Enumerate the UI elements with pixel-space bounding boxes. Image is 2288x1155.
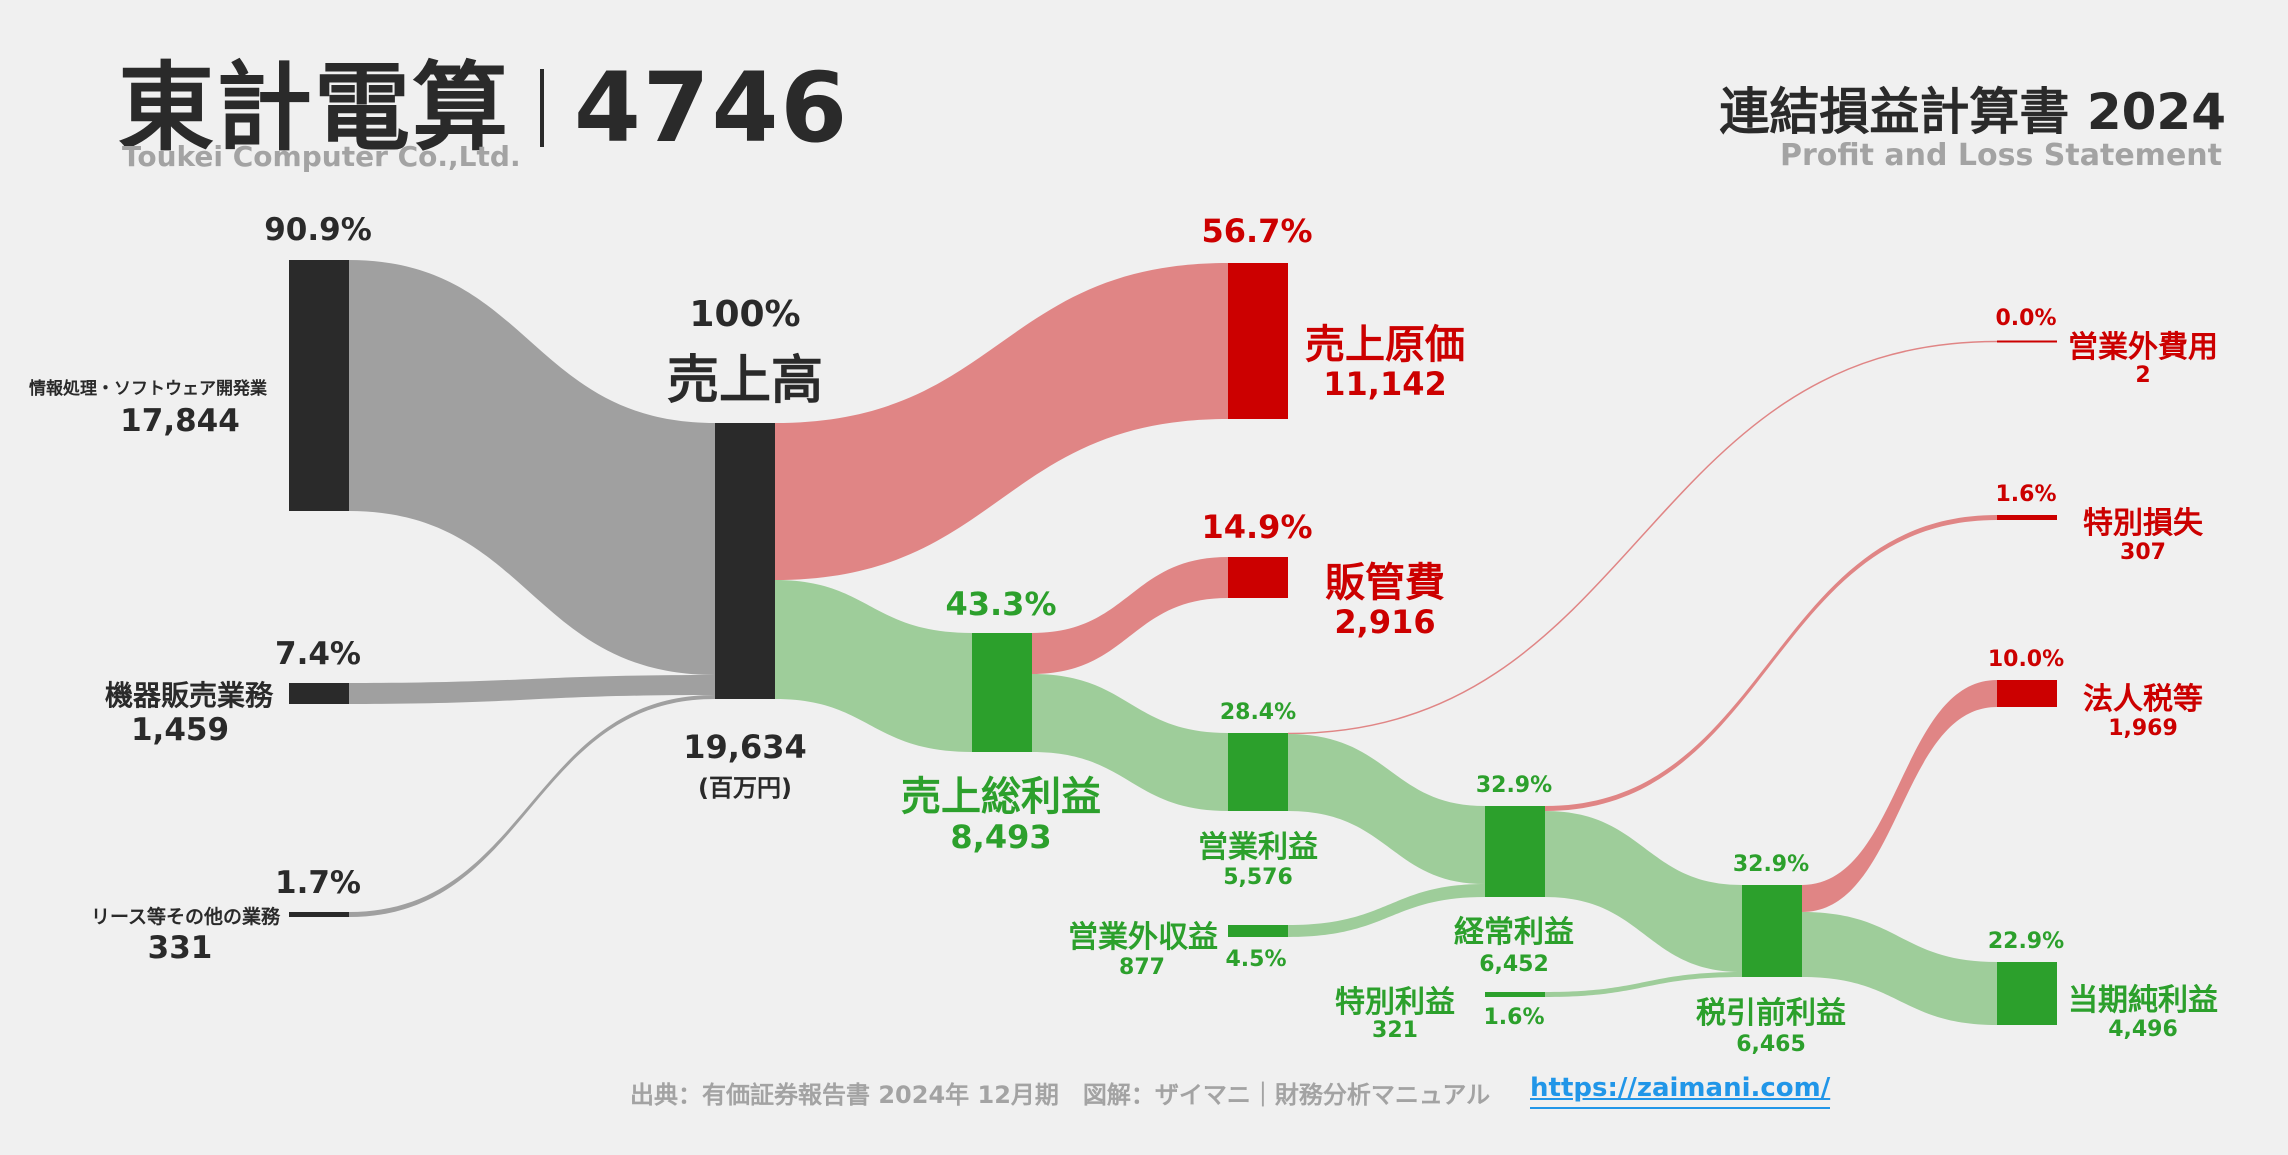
special-income-label: 特別利益 [1335,985,1455,1020]
income-tax-pct: 10.0% [1987,647,2065,672]
non-op-expense-pct: 0.0% [1995,306,2057,331]
income-tax-label: 法人税等 [2083,682,2203,717]
ordinary-income-pct: 32.9% [1475,773,1553,798]
net-income-value: 4,496 [2108,1017,2178,1042]
source-link[interactable]: https://zaimani.com/ [1530,1073,1831,1109]
seg3-label: リース等その他の業務 [90,906,280,928]
node-non-op-expense [1997,340,2057,343]
ticker-code: 4746 [574,52,850,164]
sga-label: 販管費 [1325,560,1445,606]
operating-income-label: 営業利益 [1198,830,1318,865]
sga-pct: 14.9% [1201,508,1313,546]
statement-subtitle: Profit and Loss Statement [1779,138,2222,173]
node-income-tax [1997,680,2057,707]
cogs-value: 11,142 [1323,365,1447,403]
gross-profit-value: 8,493 [950,818,1052,856]
node-net-income [1997,962,2057,1025]
non-op-expense-value: 2 [2135,363,2151,388]
cogs-pct: 56.7% [1201,212,1313,250]
revenue-unit: (百万円) [698,774,792,802]
pretax-income-pct: 32.9% [1732,852,1810,877]
flow-ordinary-specialloss [1545,515,1997,811]
special-loss-value: 307 [2120,540,2166,565]
node-seg3 [289,912,349,917]
non-op-income-pct: 4.5% [1225,947,1287,972]
flow-grossprofit-opincome [1032,674,1228,811]
seg3-value: 331 [147,930,213,966]
ordinary-income-value: 6,452 [1479,952,1549,977]
flow-nonopincome-ordinary [1288,884,1485,937]
node-special-loss [1997,515,2057,520]
flow-revenue-grossprofit [775,580,972,752]
statement-title: 連結損益計算書 2024 [1719,83,2226,141]
special-loss-pct: 1.6% [1995,482,2057,507]
net-income-pct: 22.9% [1987,929,2065,954]
seg2-label: 機器販売業務 [104,679,273,712]
node-operating-income [1228,733,1288,811]
source-credit: 出典：有価証券報告書 2024年 12月期 図解：ザイマニ｜財務分析マニュアル [630,1081,1491,1109]
pretax-income-label: 税引前利益 [1696,996,1846,1031]
revenue-value: 19,634 [683,728,807,766]
non-op-income-label: 営業外収益 [1068,920,1218,955]
flow-grossprofit-sga [1032,557,1228,674]
node-revenue [715,423,775,699]
flow-opincome-nonopexpense [1287,340,1998,735]
seg2-pct: 7.4% [275,636,361,672]
seg1-label: 情報処理・ソフトウェア開発業 [29,379,267,399]
seg1-pct: 90.9% [264,212,372,248]
node-seg2 [289,683,349,704]
title-divider [540,69,544,147]
gross-profit-pct: 43.3% [945,585,1057,623]
flow-seg2-revenue [349,675,715,704]
ordinary-income-label: 経常利益 [1454,915,1574,950]
node-non-op-income [1228,925,1288,937]
company-name-en: Toukei Computer Co.,Ltd. [122,140,521,173]
node-gross-profit [972,633,1032,752]
flow-specialincome-pretax [1545,972,1742,997]
special-income-pct: 1.6% [1483,1005,1545,1030]
node-seg1 [289,260,349,511]
node-ordinary-income [1485,806,1545,897]
operating-income-value: 5,576 [1223,865,1293,890]
income-tax-value: 1,969 [2108,716,2178,741]
special-income-value: 321 [1372,1018,1418,1043]
special-loss-label: 特別損失 [2083,506,2203,541]
cogs-label: 売上原価 [1305,322,1465,368]
non-op-income-value: 877 [1119,955,1165,980]
node-special-income [1485,992,1545,997]
revenue-pct: 100% [689,294,801,335]
sga-value: 2,916 [1334,603,1436,641]
revenue-label: 売上高 [666,351,824,411]
flow-pretax-tax [1802,680,1997,912]
flow-seg3-revenue [349,695,715,917]
non-op-expense-label: 営業外費用 [2068,330,2218,365]
seg1-value: 17,844 [120,403,240,439]
node-pretax-income [1742,885,1802,977]
seg3-pct: 1.7% [275,865,361,901]
pretax-income-value: 6,465 [1736,1032,1806,1057]
flow-pretax-netincome [1802,912,1997,1025]
flow-seg1-revenue [349,260,715,675]
flow-opincome-ordinary [1288,734,1485,884]
node-sga [1228,557,1288,598]
seg2-value: 1,459 [130,712,230,748]
company-name: 東計電算 [118,52,510,164]
net-income-label: 当期純利益 [2068,983,2218,1018]
flow-ordinary-pretax [1545,811,1742,972]
gross-profit-label: 売上総利益 [901,774,1101,820]
operating-income-pct: 28.4% [1219,700,1297,725]
flow-revenue-cogs [775,263,1228,580]
node-cogs [1228,263,1288,419]
company-title: 東計電算 4746 [118,30,849,169]
